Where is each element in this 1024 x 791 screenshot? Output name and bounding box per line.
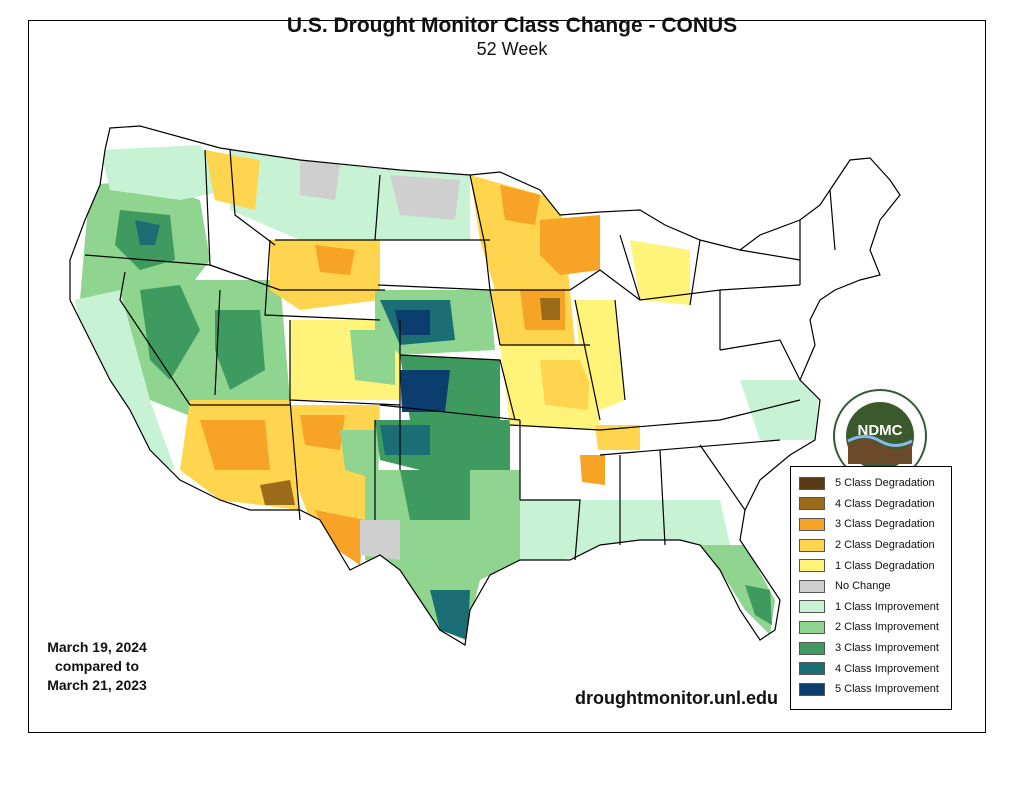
legend-label: 3 Class Degradation [835,518,935,531]
legend-item: 4 Class Improvement [799,658,951,679]
region-wisconsin-deg3 [540,215,600,275]
map-subtitle: 52 Week [476,39,548,59]
region-nebraska-imp5 [395,310,430,335]
legend-swatch [799,538,825,552]
region-kansas-imp5 [400,370,450,412]
legend-label: 5 Class Improvement [835,683,939,696]
logo-ndmc-text: NDMC [858,422,903,439]
region-wyoming-deg3 [315,245,355,275]
legend-swatch [799,600,825,614]
region-tn-deg2 [595,425,640,450]
legend-item: 5 Class Degradation [799,473,951,494]
legend-item: 2 Class Improvement [799,617,951,638]
date-compared-to: compared to [54,658,139,674]
legend-swatch [799,682,825,696]
legend: 5 Class Degradation 4 Class Degradation … [790,466,952,710]
legend-swatch [799,579,825,593]
region-west-tx-deg3 [315,510,365,565]
legend-item: 4 Class Degradation [799,494,951,515]
region-az-deg4 [260,480,295,505]
region-nc-imp1 [740,380,820,440]
region-texas-coast-imp4 [430,590,470,640]
legend-item: 2 Class Degradation [799,535,951,556]
region-arkansas-deg3 [580,455,605,485]
legend-item: 3 Class Improvement [799,638,951,659]
region-montana-gray [300,160,340,200]
region-michigan-deg1 [630,240,690,305]
legend-swatch [799,662,825,676]
source-url: droughtmonitor.unl.edu [575,688,778,708]
date-current: March 19, 2024 [47,639,147,655]
legend-item: 1 Class Degradation [799,555,951,576]
legend-label: 4 Class Degradation [835,497,935,510]
legend-item: 1 Class Improvement [799,597,951,618]
legend-label: 3 Class Improvement [835,642,939,655]
region-colorado-imp2 [350,330,395,385]
region-missouri-deg2 [540,360,590,410]
region-nd-gray [390,175,460,220]
region-gulf-imp1 [520,500,730,560]
legend-label: 1 Class Improvement [835,600,939,613]
legend-swatch [799,620,825,634]
legend-item: 3 Class Degradation [799,514,951,535]
region-texas-imp2 [365,470,520,640]
region-az-deg3 [200,420,270,470]
date-previous: March 21, 2023 [47,677,147,693]
region-wa-imp1 [100,145,230,200]
legend-label: 2 Class Degradation [835,539,935,552]
region-nevada-imp3 [140,285,200,380]
legend-label: 4 Class Improvement [835,662,939,675]
region-iowa-deg4 [540,298,560,320]
region-texas-imp3 [400,470,470,520]
region-oregon-imp4 [135,220,160,245]
legend-item: 5 Class Improvement [799,679,951,700]
legend-item: No Change [799,576,951,597]
region-nm-deg3 [300,415,345,450]
region-minnesota-deg2 [470,175,570,290]
date-block: March 19, 2024 compared to March 21, 202… [30,638,164,695]
legend-swatch [799,497,825,511]
region-utah-imp3 [215,310,265,390]
legend-swatch [799,517,825,531]
region-california-imp1 [75,290,175,470]
state-borders [69,125,901,646]
region-florida-imp3 [745,585,772,625]
region-oklahoma-imp4 [380,425,430,455]
legend-swatch [799,559,825,573]
region-montana-no-change [230,150,470,240]
region-minnesota-deg3 [500,185,540,225]
legend-label: 5 Class Degradation [835,477,935,490]
legend-label: No Change [835,580,891,593]
region-illinois-deg1 [575,300,625,410]
legend-swatch [799,476,825,490]
map-title: U.S. Drought Monitor Class Change - CONU… [286,14,738,37]
legend-label: 2 Class Improvement [835,621,939,634]
region-texas-gray [360,520,400,560]
region-nm-imp1 [340,430,380,480]
legend-label: 1 Class Degradation [835,559,935,572]
legend-swatch [799,641,825,655]
